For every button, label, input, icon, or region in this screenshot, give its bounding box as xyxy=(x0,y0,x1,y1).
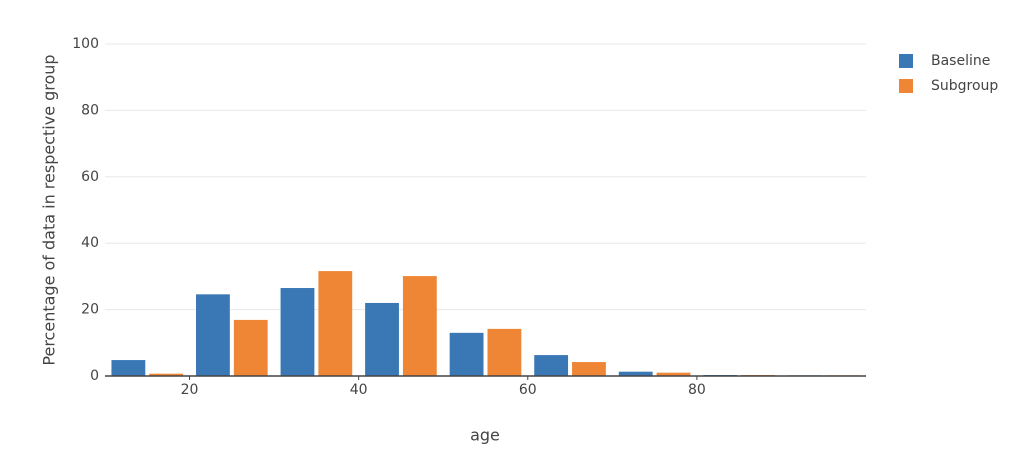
bar xyxy=(656,372,691,376)
legend-label: Subgroup xyxy=(931,78,998,94)
y-tick-label: 100 xyxy=(72,36,99,52)
y-tick-label: 80 xyxy=(81,102,99,118)
legend-swatch xyxy=(899,79,913,93)
bar xyxy=(318,271,353,376)
x-tick-label: 60 xyxy=(519,382,537,398)
legend-label: Baseline xyxy=(931,53,990,69)
bar xyxy=(618,371,653,376)
y-tick-label: 20 xyxy=(81,302,99,318)
x-tick-label: 20 xyxy=(181,382,199,398)
y-tick-label: 40 xyxy=(81,235,99,251)
bar xyxy=(534,355,569,376)
bar xyxy=(280,288,315,376)
bar xyxy=(365,302,399,376)
bar xyxy=(111,360,146,376)
y-tick-label: 0 xyxy=(90,368,99,384)
x-tick-label: 80 xyxy=(688,382,706,398)
bar xyxy=(572,362,606,376)
bar xyxy=(196,294,230,376)
bar xyxy=(402,276,437,376)
bar xyxy=(233,319,268,376)
bar xyxy=(449,332,484,376)
bar xyxy=(487,328,522,376)
bar xyxy=(149,373,184,376)
y-tick-label: 60 xyxy=(81,169,99,185)
x-axis-title: age xyxy=(470,426,500,445)
legend-swatch xyxy=(899,54,913,68)
x-tick-label: 40 xyxy=(350,382,368,398)
y-axis-title: Percentage of data in respective group xyxy=(40,54,59,365)
